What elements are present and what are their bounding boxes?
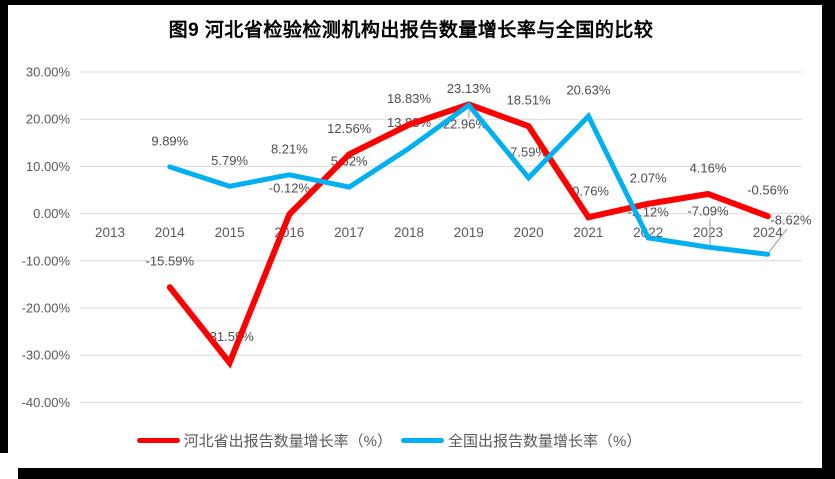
x-axis-year-label: 2021 [573, 225, 603, 240]
data-label-national: 7.59% [510, 144, 547, 159]
x-axis-year-label: 2017 [334, 225, 364, 240]
data-label-national: 8.21% [271, 141, 308, 156]
y-axis-tick-label: -30.00% [22, 348, 71, 363]
y-axis-tick-label: 10.00% [26, 159, 71, 174]
x-axis-year-label: 2018 [394, 225, 424, 240]
y-axis-tick-label: 30.00% [26, 65, 71, 80]
legend-item-hebei: 河北省出报告数量增长率（%） [136, 430, 392, 451]
data-label-hebei: -15.59% [146, 254, 195, 269]
legend: 河北省出报告数量增长率（%） 全国出报告数量增长率（%） [8, 430, 770, 450]
x-axis-year-label: 2014 [155, 225, 186, 240]
y-axis-tick-label: -40.00% [22, 395, 71, 410]
data-label-national: -7.09% [687, 204, 729, 219]
x-axis-year-label: 2019 [454, 225, 484, 240]
data-label-national: 9.89% [151, 133, 188, 148]
frame-border-top [0, 0, 835, 5]
data-label-hebei: 18.83% [387, 91, 432, 106]
data-label-national: 20.63% [566, 83, 611, 98]
x-axis-year-label: 2015 [215, 225, 245, 240]
data-label-hebei: -0.56% [747, 183, 789, 198]
x-axis-year-label: 2023 [693, 225, 723, 240]
series-line-national [167, 101, 771, 257]
legend-item-national: 全国出报告数量增长率（%） [401, 430, 641, 451]
frame-border-bottom [18, 468, 835, 479]
x-axis-year-label: 2020 [514, 225, 544, 240]
legend-swatch-hebei-line [136, 437, 180, 443]
data-label-hebei: 12.56% [327, 121, 372, 136]
y-axis-tick-label: -20.00% [22, 301, 71, 316]
x-axis-year-label: 2013 [95, 225, 125, 240]
legend-label-hebei: 河北省出报告数量增长率（%） [183, 432, 392, 450]
data-label-hebei: 23.13% [447, 81, 492, 96]
data-label-hebei: 2.07% [630, 170, 667, 185]
chart-title: 图9 河北省检验检测机构出报告数量增长率与全国的比较 [168, 20, 654, 41]
data-label-hebei: -0.12% [269, 181, 311, 196]
label-leader-line [768, 228, 788, 253]
data-label-hebei: 18.51% [507, 93, 552, 108]
x-axis-year-label: 2024 [753, 225, 784, 240]
y-axis-tick-label: -10.00% [22, 253, 71, 268]
data-label-hebei: -0.76% [568, 184, 610, 199]
data-label-national: 22.96% [443, 117, 488, 132]
data-label-national: 5.79% [211, 153, 248, 168]
y-axis-tick-label: 0.00% [33, 206, 70, 221]
frame-border-right [822, 0, 835, 479]
legend-label-national: 全国出报告数量增长率（%） [448, 432, 642, 450]
frame-border-left [0, 0, 8, 453]
data-label-national: -8.62% [770, 213, 812, 228]
data-label-hebei: 4.16% [690, 160, 727, 175]
y-axis-tick-label: 20.00% [26, 112, 71, 127]
legend-swatch-national-line [401, 437, 444, 443]
